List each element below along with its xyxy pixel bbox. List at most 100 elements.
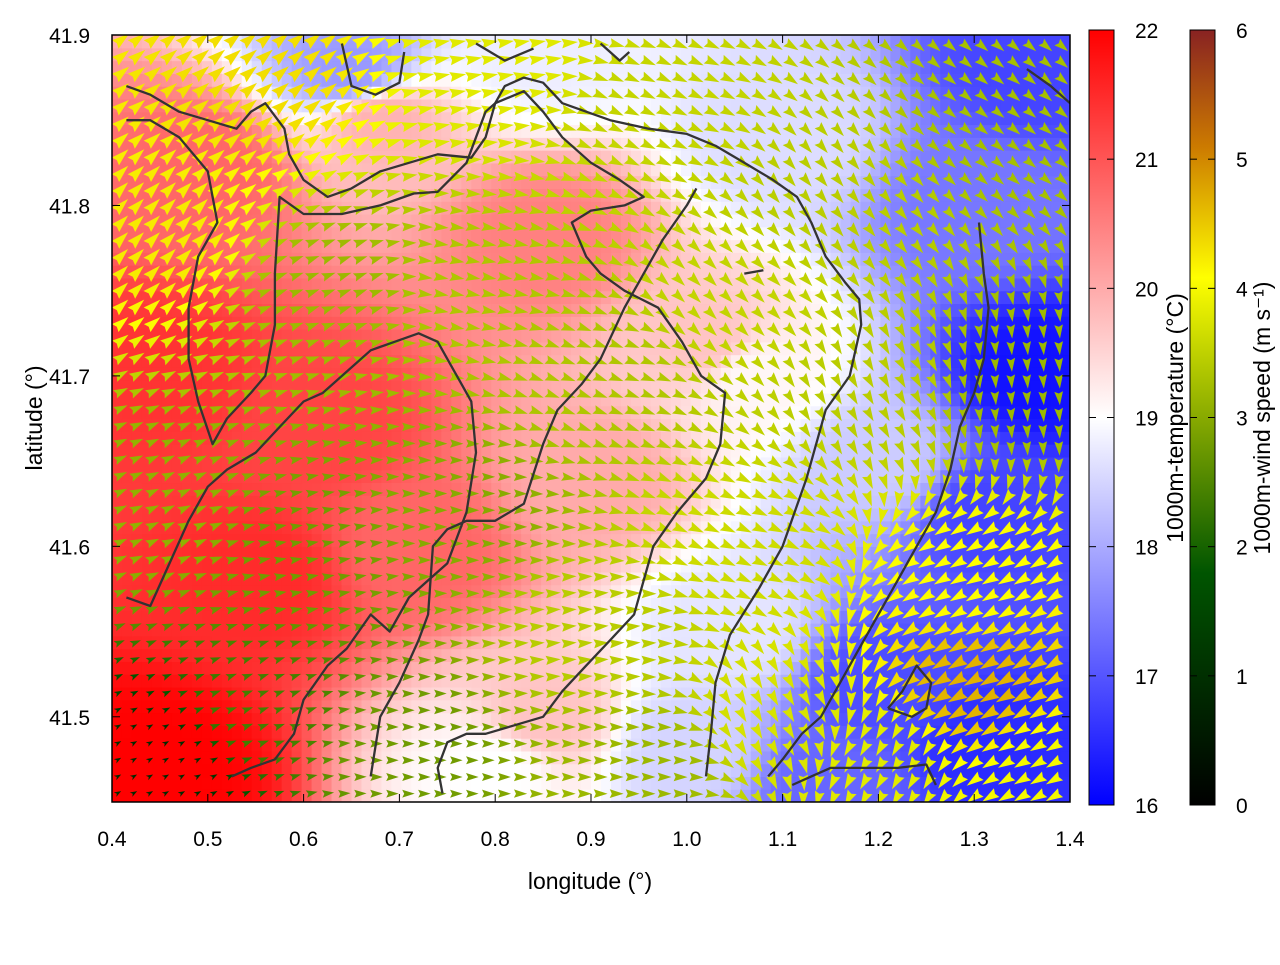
heatmap-cell [191,507,203,522]
heatmap-cell [800,648,812,662]
heatmap-cell [700,584,712,599]
heatmap-cell [341,290,353,305]
heatmap-cell [610,597,622,611]
heatmap-cell [790,252,802,266]
heatmap-cell [750,213,762,228]
heatmap-cell [441,495,452,509]
heatmap-cell [301,354,313,368]
heatmap-cell [890,405,901,420]
heatmap-cell [1010,150,1021,164]
heatmap-cell [760,392,772,407]
heatmap-cell [331,354,343,368]
heatmap-cell [620,635,632,650]
heatmap-cell [421,623,432,637]
heatmap-cell [521,201,532,215]
heatmap-cell [471,456,482,471]
heatmap-cell [211,329,223,343]
heatmap-cell [481,776,492,790]
heatmap-cell [261,290,273,305]
heatmap-cell [730,380,742,394]
heatmap-cell [630,750,642,765]
heatmap-cell [1010,367,1021,381]
heatmap-cell [581,789,592,802]
heatmap-cell [221,162,233,177]
heatmap-cell [830,201,842,215]
heatmap-cell [221,444,233,458]
heatmap-cell [1060,738,1070,752]
heatmap-cell [181,137,193,151]
heatmap-cell [790,290,802,305]
heatmap-cell [780,150,792,164]
heatmap-cell [1020,725,1031,739]
heatmap-cell [491,405,502,420]
heatmap-cell [970,661,981,675]
heatmap-cell [900,418,911,432]
heatmap-cell [151,648,163,662]
heatmap-cell [770,559,782,573]
heatmap-cell [930,354,941,368]
heatmap-cell [441,789,452,802]
heatmap-cell [600,418,612,432]
heatmap-cell [870,444,881,458]
heatmap-cell [431,329,442,343]
heatmap-cell [461,789,472,802]
heatmap-cell [261,738,273,752]
heatmap-cell [970,354,981,368]
heatmap-cell [511,265,522,279]
heatmap-cell [780,175,792,189]
heatmap-cell [920,201,931,215]
heatmap-cell [630,431,642,445]
heatmap-cell [890,380,901,394]
heatmap-cell [141,763,153,778]
heatmap-cell [341,520,353,535]
heatmap-cell [740,265,752,279]
heatmap-cell [291,329,303,343]
heatmap-cell [571,367,582,381]
heatmap-cell [690,265,702,279]
heatmap-cell [930,546,941,560]
heatmap-cell [940,201,951,215]
heatmap-cell [401,776,412,790]
heatmap-cell [391,661,402,675]
heatmap-cell [830,635,842,650]
heatmap-cell [331,674,343,688]
heatmap-cell [181,277,193,292]
heatmap-cell [900,444,911,458]
heatmap-cell [171,635,183,650]
heatmap-cell [241,265,253,279]
heatmap-cell [551,750,562,765]
heatmap-cell [571,290,582,305]
heatmap-cell [411,290,422,305]
heatmap-cell [251,316,263,330]
heatmap-cell [541,175,552,189]
heatmap-cell [1010,699,1021,714]
heatmap-cell [331,469,343,484]
heatmap-cell [840,380,852,394]
heatmap-cell [251,635,263,650]
heatmap-cell [561,162,572,177]
heatmap-cell [511,763,522,778]
heatmap-cell [231,635,243,650]
heatmap-cell [121,763,133,778]
heatmap-cell [900,482,911,496]
heatmap-cell [261,686,273,701]
heatmap-cell [361,239,373,253]
heatmap-cell [700,776,712,790]
heatmap-cell [401,674,412,688]
heatmap-cell [600,674,612,688]
heatmap-cell [820,610,832,624]
heatmap-cell [650,226,662,241]
heatmap-cell [241,482,253,496]
heatmap-cell [541,277,552,292]
heatmap-cell [151,712,163,726]
heatmap-cell [690,226,702,241]
heatmap-cell [900,789,911,802]
heatmap-cell [750,367,762,381]
heatmap-cell [900,405,911,420]
heatmap-cell [840,392,852,407]
heatmap-cell [1060,354,1070,368]
heatmap-cell [451,712,462,726]
heatmap-cell [171,661,183,675]
heatmap-cell [401,175,412,189]
heatmap-cell [381,776,393,790]
